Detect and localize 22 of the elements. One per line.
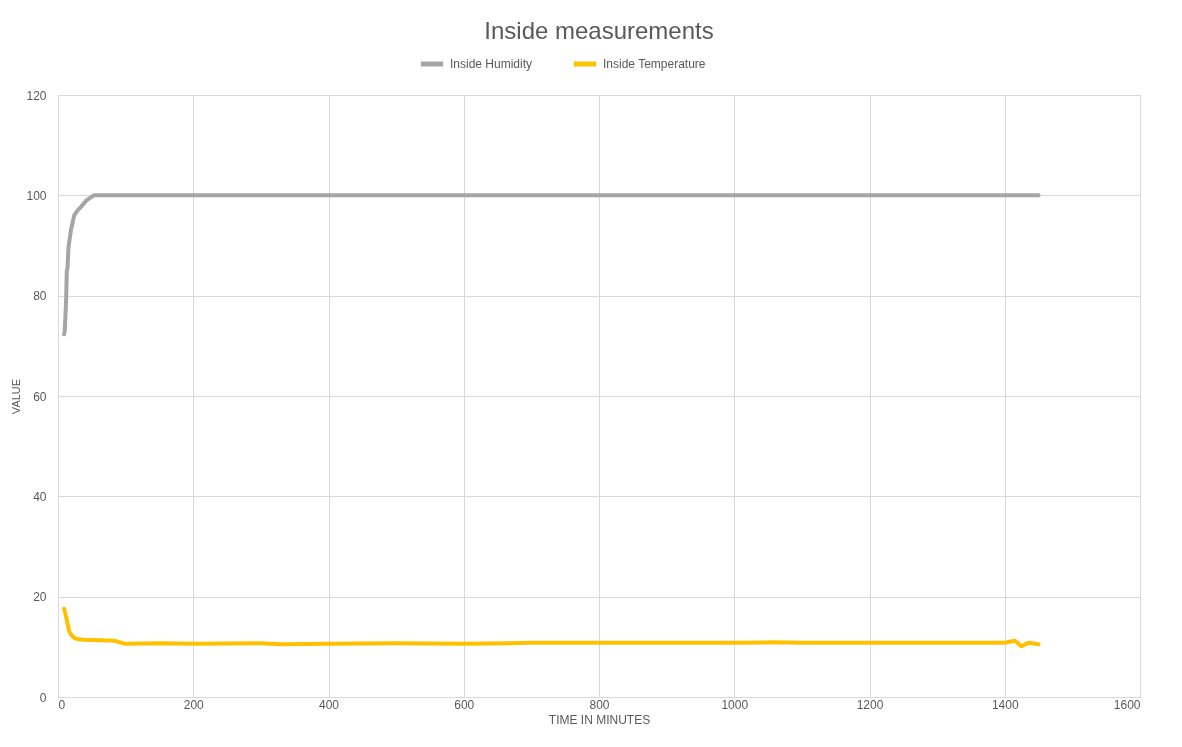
x-tick-label: 0 [58,697,66,712]
y-tick-label: 40 [33,489,47,504]
y-tick-label: 120 [26,88,47,103]
y-axis-title: VALUE [10,378,23,415]
x-tick-label: 400 [318,697,340,712]
x-axis-title: TIME IN MINUTES [548,712,651,727]
x-tick-label: 600 [454,697,475,712]
legend-label: Inside Humidity [450,57,533,71]
y-tick-label: 60 [33,389,47,404]
x-tick-label: 1200 [856,697,884,712]
y-tick-label: 80 [33,289,47,304]
y-tick-label: 20 [33,590,47,605]
x-tick-label: 1400 [991,697,1019,712]
legend-label: Inside Temperature [603,57,706,71]
line-series [62,193,1041,337]
line-series [62,606,1041,649]
x-tick-label: 1000 [721,697,749,712]
x-tick-label: 1600 [1113,697,1141,712]
chart-title: Inside measurements [484,17,714,44]
x-tick-label: 200 [183,697,205,712]
y-tick-label: 100 [26,188,47,203]
x-tick-label: 800 [589,697,610,712]
